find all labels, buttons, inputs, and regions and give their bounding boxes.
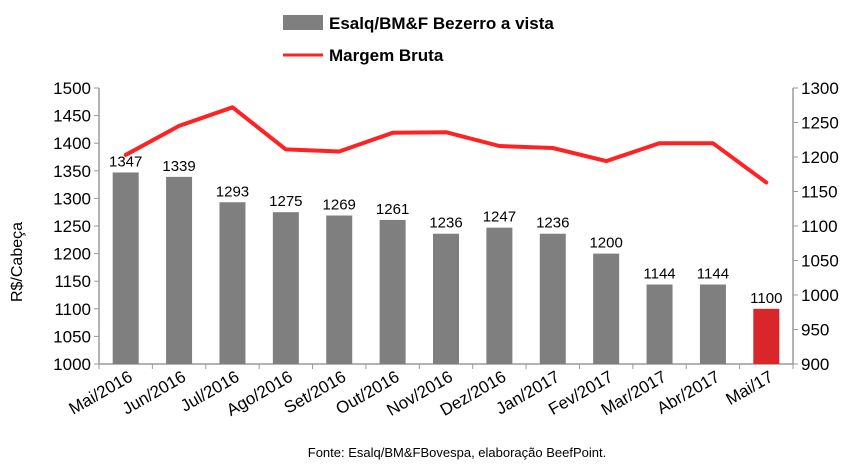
bar <box>379 219 406 364</box>
legend-label-bar: Esalq/BM&F Bezerro a vista <box>329 14 554 33</box>
y-tick-label-left: 1450 <box>53 107 91 126</box>
y-tick-label-right: 1100 <box>801 217 838 236</box>
y-tick-label-right: 1150 <box>801 183 838 202</box>
y-tick-label-left: 1050 <box>53 327 91 346</box>
bar <box>539 233 566 364</box>
bar <box>112 172 139 364</box>
axes: 1000 1050 1100 1150 1200 1250 1300 1350 1400 1450… <box>53 79 839 374</box>
data-label: 1247 <box>483 209 516 226</box>
source-note: Fonte: Esalq/BM&FBovespa, elaboração Bee… <box>308 445 606 460</box>
y-tick-label-left: 1150 <box>54 272 91 291</box>
data-label: 1236 <box>536 215 569 232</box>
bar <box>272 212 299 364</box>
data-label: 1144 <box>643 266 675 283</box>
data-label: 1269 <box>323 197 356 214</box>
x-tick-label: Mai/17 <box>723 367 777 409</box>
y-tick-label-left: 1100 <box>54 300 91 319</box>
bars <box>112 172 780 364</box>
data-label: 1339 <box>162 158 195 175</box>
data-label: 1144 <box>697 266 729 283</box>
margin-line-layer <box>123 105 769 185</box>
y-tick-label-left: 1200 <box>53 245 91 264</box>
data-label: 1293 <box>216 183 249 200</box>
bar <box>219 202 246 364</box>
bar <box>326 215 353 364</box>
legend-label-line: Margem Bruta <box>329 46 444 65</box>
y-tick-label-left: 1000 <box>53 355 91 374</box>
margin-line <box>123 105 769 185</box>
y-tick-label-right: 1000 <box>801 286 839 305</box>
bar <box>433 233 459 364</box>
data-labels: 1347 1339 1293 1275 1269 1261 1236 1247 1236 1200… <box>109 153 782 306</box>
bar <box>646 284 673 364</box>
y-tick-label-right: 1200 <box>801 148 839 167</box>
legend: Esalq/BM&F Bezerro a vista Margem Bruta <box>283 14 554 65</box>
data-label: 1275 <box>269 193 302 210</box>
y-tick-label-left: 1400 <box>53 134 91 153</box>
y-tick-label-right: 950 <box>801 321 829 340</box>
data-label: 1347 <box>109 153 142 170</box>
bar <box>593 253 620 364</box>
y-tick-label-right: 1300 <box>801 79 839 98</box>
bar <box>753 308 780 364</box>
y-tick-label-left: 1500 <box>53 79 91 98</box>
x-tick-labels: Mai/2016Jun/2016Jul/2016Ago/2016Set/2016… <box>66 367 777 420</box>
y-axis-title: R$/Cabeça <box>9 222 26 302</box>
y-tick-label-left: 1250 <box>53 217 91 236</box>
y-tick-label-right: 1050 <box>801 252 839 271</box>
data-label: 1200 <box>589 235 622 252</box>
bar <box>699 284 726 364</box>
bar <box>166 176 193 364</box>
data-label: 1261 <box>376 201 409 218</box>
y-tick-label-left: 1350 <box>53 162 91 181</box>
bar <box>486 227 513 364</box>
legend-swatch-bar <box>283 15 323 30</box>
y-tick-label-right: 900 <box>801 355 829 374</box>
data-label: 1236 <box>429 215 462 232</box>
data-label: 1100 <box>750 290 782 307</box>
y-tick-label-right: 1250 <box>801 114 839 133</box>
y-tick-label-left: 1300 <box>53 189 91 208</box>
